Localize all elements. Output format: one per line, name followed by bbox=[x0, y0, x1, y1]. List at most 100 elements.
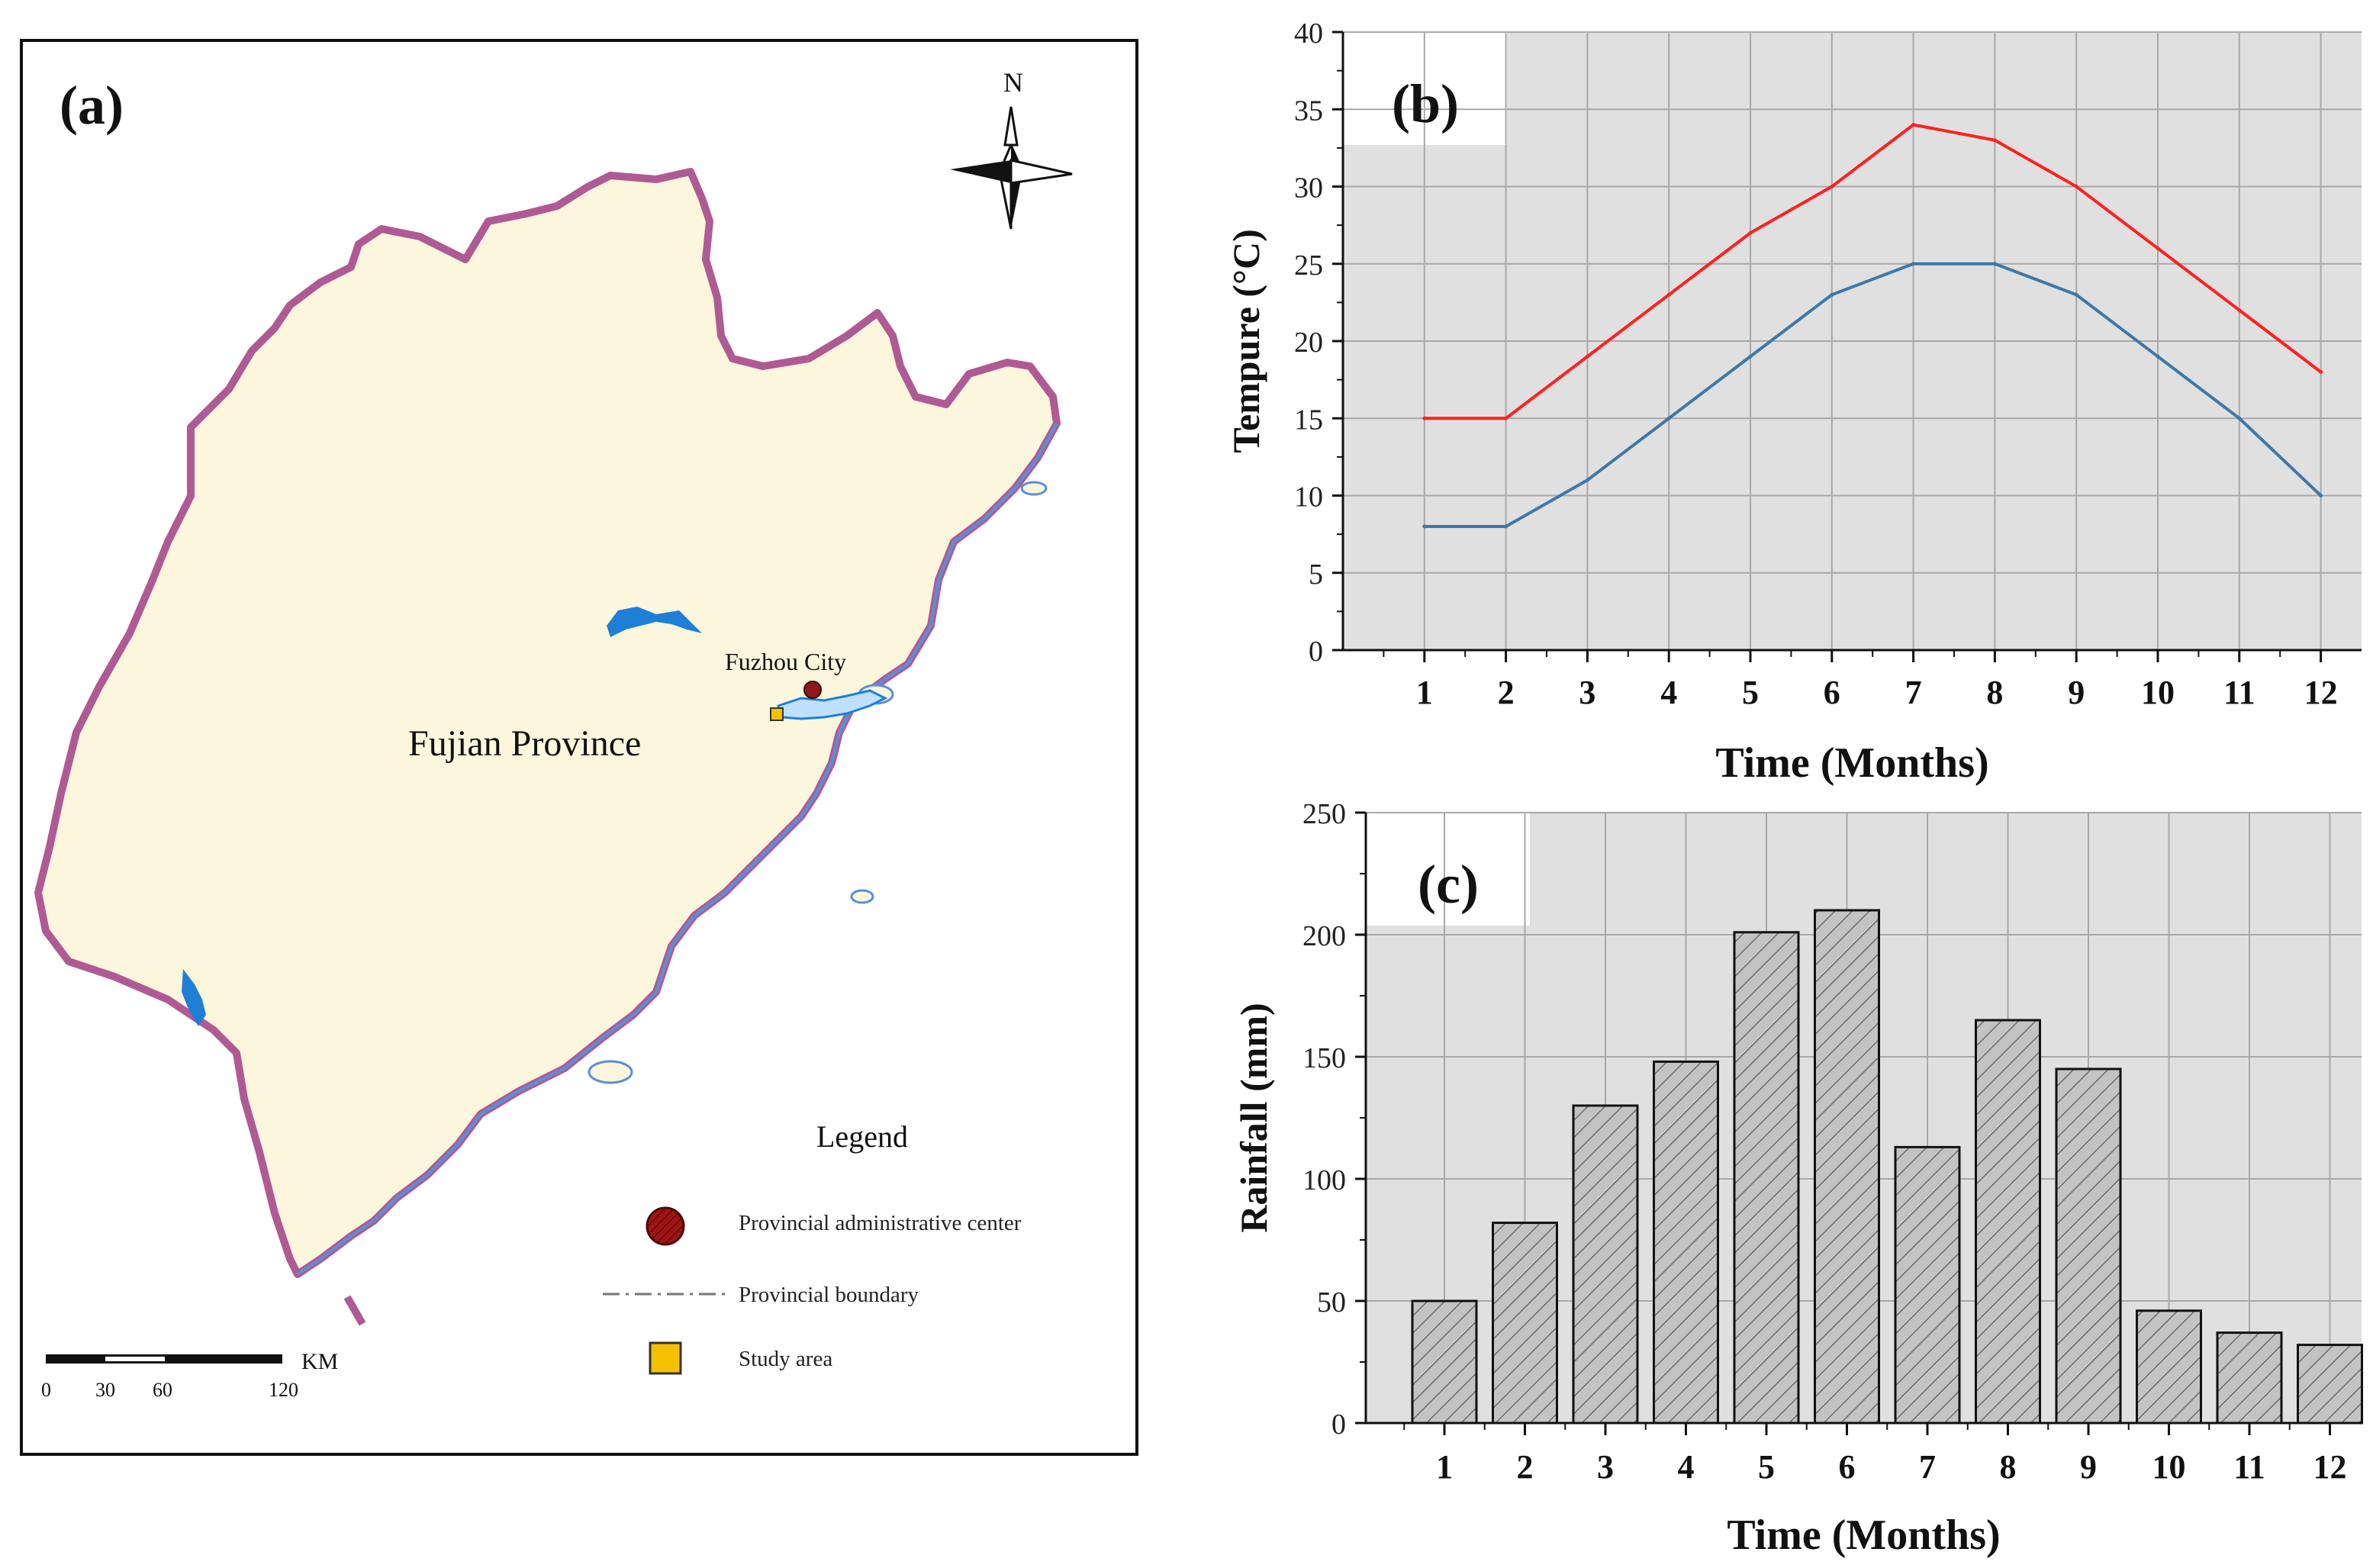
fuzhou-center-icon bbox=[803, 681, 822, 699]
x-tick-label: 4 bbox=[1660, 674, 1677, 711]
x-tick-label: 4 bbox=[1678, 1448, 1695, 1486]
label-box bbox=[1366, 813, 1530, 926]
data-point-max bbox=[1422, 416, 1427, 420]
x-tick-label: 9 bbox=[2068, 674, 2085, 711]
data-point-max bbox=[1992, 138, 1997, 143]
scale-tick: 0 bbox=[41, 1379, 51, 1401]
city-label: Fuzhou City bbox=[725, 648, 846, 675]
island bbox=[850, 889, 874, 904]
data-point-min bbox=[1911, 262, 1916, 266]
y-axis-title: Tempure (°C) bbox=[1225, 229, 1267, 453]
panel-label: (b) bbox=[1392, 73, 1459, 134]
panel-label: (c) bbox=[1418, 854, 1479, 915]
north-label: N bbox=[1003, 67, 1023, 98]
bar-month-8 bbox=[1975, 1019, 2041, 1425]
x-tick-label: 7 bbox=[1905, 674, 1922, 711]
legend-item-label: Study area bbox=[739, 1347, 832, 1371]
legend-item-label: Provincial boundary bbox=[739, 1283, 919, 1307]
y-tick-label: 20 bbox=[1294, 327, 1323, 359]
x-tick-label: 10 bbox=[2141, 674, 2175, 711]
bar-month-1 bbox=[1411, 1299, 1478, 1425]
data-point-min bbox=[1830, 292, 1834, 297]
bar-month-2 bbox=[1492, 1222, 1558, 1425]
x-tick-label: 2 bbox=[1517, 1448, 1534, 1486]
x-tick-label: 7 bbox=[1919, 1448, 1936, 1486]
y-tick-label: 10 bbox=[1294, 481, 1323, 514]
x-tick-label: 12 bbox=[2304, 674, 2338, 711]
scale-tick: 120 bbox=[269, 1379, 298, 1401]
data-point-max bbox=[1830, 185, 1834, 188]
data-point-min bbox=[2319, 494, 2323, 497]
data-point-max bbox=[1748, 230, 1753, 235]
data-point-max bbox=[1504, 416, 1508, 420]
data-point-min bbox=[2237, 416, 2242, 420]
bar-month-4 bbox=[1653, 1060, 1719, 1425]
reservoir-water bbox=[607, 607, 702, 637]
data-point-max bbox=[2074, 185, 2078, 188]
bar-month-7 bbox=[1894, 1145, 1961, 1425]
data-point-min bbox=[1422, 524, 1427, 529]
data-point-max bbox=[1911, 123, 1916, 127]
bar-month-11 bbox=[2216, 1331, 2283, 1425]
y-tick-label: 5 bbox=[1309, 559, 1323, 591]
x-tick-label: 8 bbox=[2000, 1448, 2017, 1486]
boundary-tail bbox=[343, 1295, 366, 1326]
y-tick-label: 0 bbox=[1309, 636, 1323, 668]
y-tick-label: 150 bbox=[1302, 1042, 1346, 1074]
x-tick-label: 5 bbox=[1742, 674, 1759, 711]
x-tick-label: 11 bbox=[2223, 674, 2255, 711]
island bbox=[1020, 481, 1048, 496]
scale-tick: 30 bbox=[95, 1379, 115, 1401]
y-axis-title: Rainfall (mm) bbox=[1232, 1003, 1275, 1232]
series-line-min bbox=[1424, 262, 2322, 528]
series-line-max bbox=[1424, 123, 2322, 420]
y-tick-label: 30 bbox=[1294, 172, 1323, 204]
bar-month-9 bbox=[2055, 1067, 2122, 1425]
legend-center-icon bbox=[646, 1206, 685, 1246]
data-point-min bbox=[2074, 292, 2078, 297]
bar-month-5 bbox=[1733, 931, 1800, 1425]
study-area-icon bbox=[770, 707, 784, 721]
data-point-min bbox=[1666, 416, 1671, 420]
data-point-min bbox=[1585, 478, 1589, 482]
x-tick-label: 6 bbox=[1824, 674, 1840, 711]
x-tick-label: 12 bbox=[2313, 1448, 2347, 1486]
bar-month-6 bbox=[1814, 909, 1880, 1425]
x-tick-label: 9 bbox=[2080, 1448, 2097, 1486]
x-tick-label: 2 bbox=[1498, 674, 1515, 711]
map-legend: Legend Provincial administrative center … bbox=[603, 1119, 1022, 1375]
data-point-min bbox=[1992, 262, 1997, 266]
bar-month-10 bbox=[2136, 1309, 2202, 1425]
data-point-max bbox=[2319, 370, 2323, 374]
x-axis-title: Time (Months) bbox=[1727, 1512, 2000, 1559]
river-estuary bbox=[777, 689, 888, 720]
x-tick-label: 8 bbox=[1986, 674, 2003, 711]
bar-month-12 bbox=[2297, 1344, 2363, 1425]
y-tick-label: 250 bbox=[1302, 798, 1346, 830]
scale-tick: 60 bbox=[153, 1379, 172, 1401]
legend-item-label: Provincial administrative center bbox=[739, 1211, 1022, 1235]
x-tick-label: 6 bbox=[1839, 1448, 1856, 1486]
data-point-max bbox=[1666, 292, 1671, 297]
data-point-max bbox=[2237, 308, 2242, 312]
x-tick-label: 10 bbox=[2152, 1448, 2186, 1486]
legend-study-icon bbox=[649, 1341, 682, 1375]
y-tick-label: 0 bbox=[1331, 1409, 1346, 1441]
map-panel: (a) N Fujian Province Fuzhou City bbox=[20, 39, 1138, 1456]
x-tick-label: 11 bbox=[2233, 1448, 2265, 1486]
x-tick-label: 5 bbox=[1758, 1448, 1775, 1486]
north-arrow-icon bbox=[950, 106, 1073, 230]
y-tick-label: 40 bbox=[1294, 18, 1323, 50]
data-point-min bbox=[1748, 354, 1753, 359]
bar-month-3 bbox=[1572, 1104, 1639, 1425]
island bbox=[588, 1060, 633, 1084]
scale-unit: KM bbox=[301, 1349, 338, 1374]
y-tick-label: 35 bbox=[1294, 95, 1323, 127]
x-tick-label: 3 bbox=[1597, 1448, 1614, 1486]
x-tick-label: 1 bbox=[1436, 1448, 1453, 1486]
data-point-max bbox=[2156, 246, 2160, 250]
region-label: Fujian Province bbox=[408, 723, 641, 764]
